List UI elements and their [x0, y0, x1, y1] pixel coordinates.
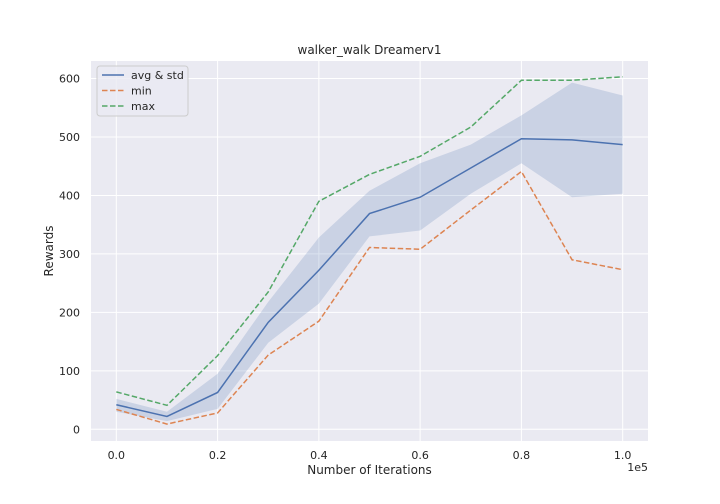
series-line-min — [116, 170, 623, 425]
y-tick-label: 300 — [59, 248, 80, 261]
x-tick-label: 0.6 — [411, 449, 429, 462]
grid — [91, 61, 648, 441]
y-tick-label: 200 — [59, 306, 80, 319]
x-axis-label: Number of Iterations — [307, 463, 432, 477]
y-tick-label: 100 — [59, 365, 80, 378]
x-tick-label: 0.4 — [310, 449, 328, 462]
y-tick-label: 0 — [73, 423, 80, 436]
y-tick-label: 600 — [59, 73, 80, 86]
series-line-max — [116, 76, 623, 407]
y-tick-label: 400 — [59, 189, 80, 202]
x-axis-offset-text: 1e5 — [627, 461, 648, 474]
x-tick-label: 1.0 — [614, 449, 632, 462]
tick-labels: 0.0 0.2 0.4 0.6 0.8 1.0 0 100 200 300 400 500 600 — [59, 73, 631, 462]
x-tick-label: 0.0 — [108, 449, 126, 462]
legend-box — [96, 65, 189, 117]
y-axis-label: Rewards — [42, 226, 56, 277]
legend-label: min — [131, 85, 152, 98]
plot-background — [91, 61, 648, 441]
x-tick-label: 0.8 — [513, 449, 531, 462]
std-band-layer — [116, 82, 623, 422]
legend-label: avg & std — [131, 69, 184, 82]
y-tick-label: 500 — [59, 131, 80, 144]
x-tick-label: 0.2 — [209, 449, 227, 462]
series-lines — [116, 76, 623, 425]
legend-label: max — [131, 100, 155, 113]
legend: avg & std min max — [96, 65, 189, 117]
std-band — [116, 82, 623, 422]
series-line-avg-std — [116, 137, 623, 418]
chart-title: walker_walk Dreamerv1 — [298, 43, 442, 57]
